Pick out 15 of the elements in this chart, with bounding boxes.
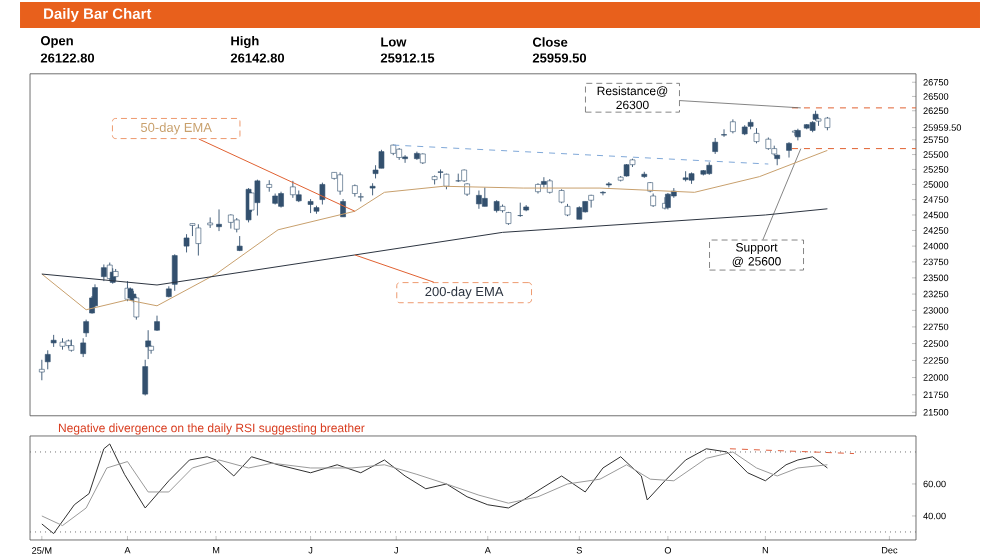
candlestick bbox=[142, 359, 149, 396]
candlestick bbox=[482, 187, 488, 207]
candlestick bbox=[588, 194, 594, 209]
line-series bbox=[41, 149, 828, 311]
candlestick bbox=[600, 190, 606, 196]
candlestick bbox=[171, 253, 178, 292]
line-series bbox=[41, 208, 828, 286]
candlestick bbox=[476, 190, 482, 210]
candlestick bbox=[786, 141, 792, 158]
candlestick bbox=[337, 171, 343, 196]
candlestick bbox=[195, 223, 202, 257]
candlestick bbox=[183, 233, 190, 253]
candlestick bbox=[39, 359, 45, 381]
candlestick bbox=[80, 337, 86, 358]
candlestick bbox=[541, 176, 547, 188]
